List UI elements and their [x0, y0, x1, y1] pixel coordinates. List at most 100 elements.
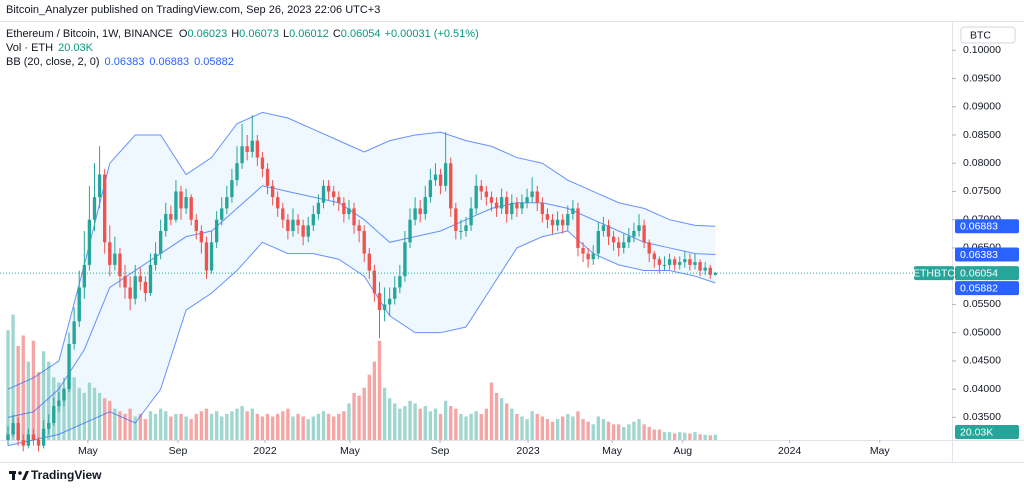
volume-bar: [174, 413, 178, 440]
candle-body: [505, 197, 509, 215]
volume-bar: [398, 408, 402, 440]
volume-bar: [377, 340, 382, 440]
candle-body: [311, 214, 316, 226]
volume-bar: [62, 387, 66, 440]
candle-body: [489, 197, 494, 203]
footer-logo: TradingView: [9, 468, 102, 482]
candle-body: [499, 197, 504, 209]
volume-bar: [550, 421, 555, 440]
volume-bar: [459, 413, 463, 440]
volume-bar: [428, 411, 433, 440]
candle-body: [220, 208, 224, 220]
volume-bar: [199, 411, 204, 440]
candle-body: [586, 253, 590, 260]
volume-bar: [362, 387, 366, 440]
x-tick-label: 2024: [778, 445, 802, 457]
volume-bar: [148, 411, 153, 440]
candle-body: [576, 208, 580, 248]
candle-body: [128, 287, 132, 299]
candle-body: [672, 259, 677, 265]
volume-bar: [596, 416, 600, 440]
volume-bar: [698, 434, 702, 440]
candle-body: [367, 253, 371, 271]
volume-bar: [510, 408, 514, 440]
volume-bar: [708, 435, 712, 440]
candle-body: [555, 219, 560, 226]
logo-shape: [12, 471, 15, 480]
volume-bar: [586, 421, 590, 440]
candle-body: [413, 208, 417, 220]
candle-body: [469, 208, 473, 226]
candle-body: [342, 202, 346, 215]
candle-body: [169, 214, 173, 220]
currency-label[interactable]: BTC: [970, 29, 991, 41]
candle-body: [123, 276, 127, 288]
volume-bar: [540, 416, 545, 440]
volume-bar: [337, 413, 341, 440]
volume-legend: Vol · ETH 20.03K: [6, 42, 94, 54]
candle-body: [332, 191, 336, 198]
volume-badge-label: 20.03K: [960, 426, 993, 438]
volume-bar: [41, 351, 46, 440]
currency-box[interactable]: [960, 26, 1016, 44]
candle-body: [255, 140, 260, 158]
volume-bar: [143, 419, 148, 440]
ohlc-key: C: [333, 28, 341, 40]
candle-body: [708, 267, 712, 275]
volume-bar: [255, 413, 260, 440]
volume-bar: [454, 408, 458, 440]
candle-body: [286, 219, 290, 231]
candle-body: [153, 253, 158, 265]
volume-bar: [235, 408, 239, 440]
candle-body: [530, 191, 534, 198]
volume-bar: [520, 416, 524, 440]
candle-body: [622, 242, 626, 248]
volume-bar: [220, 416, 224, 440]
candle-body: [464, 225, 468, 231]
volume-bar: [535, 413, 539, 440]
volume-bar: [6, 330, 10, 440]
candle-body: [250, 140, 254, 152]
candle-body: [357, 225, 361, 231]
candle-body: [103, 174, 107, 243]
logo-shape: [18, 471, 22, 475]
candle-body: [230, 180, 234, 198]
volume-bar: [245, 411, 249, 440]
volume-bar: [515, 413, 519, 440]
bb-layer: [7, 111, 716, 447]
volume-bar: [479, 413, 483, 440]
candle-body: [92, 197, 97, 220]
candle-body: [398, 276, 402, 288]
candle-body: [164, 214, 168, 231]
volume-bar: [47, 361, 51, 440]
candle-body: [632, 231, 636, 237]
candle-body: [510, 202, 514, 215]
volume-bar: [77, 387, 81, 440]
y-tick-label: 0.09000: [963, 101, 1001, 113]
bb-name: BB (20, close, 2, 0): [6, 56, 100, 68]
candle-body: [158, 231, 163, 254]
volume-bar: [433, 408, 438, 440]
ohlc-line: Ethereum / Bitcoin, 1W, BINANCE O0.06023 H…: [6, 28, 479, 40]
x-tick-label: 2023: [516, 445, 540, 457]
legend-block: Ethereum / Bitcoin, 1W, BINANCE O0.06023 H…: [6, 28, 479, 68]
volume-bar: [464, 416, 468, 440]
candle-body: [479, 185, 483, 192]
candle-body: [138, 276, 142, 282]
candle-body: [566, 214, 570, 226]
volume-bar: [265, 413, 270, 440]
candle-body: [494, 202, 499, 209]
low-value: 0.06012: [289, 28, 329, 40]
x-tick-label: May: [870, 445, 891, 457]
candle-body: [616, 242, 621, 248]
candle-body: [642, 225, 646, 243]
volume-bar: [367, 374, 371, 440]
candle-body: [433, 174, 438, 181]
price-badge: [955, 266, 1019, 281]
candle-body: [57, 400, 61, 407]
candle-body: [47, 423, 51, 429]
candle-body: [72, 321, 76, 344]
volume-bar: [627, 424, 631, 440]
volume-bar: [637, 419, 641, 440]
candle-body: [606, 225, 611, 237]
